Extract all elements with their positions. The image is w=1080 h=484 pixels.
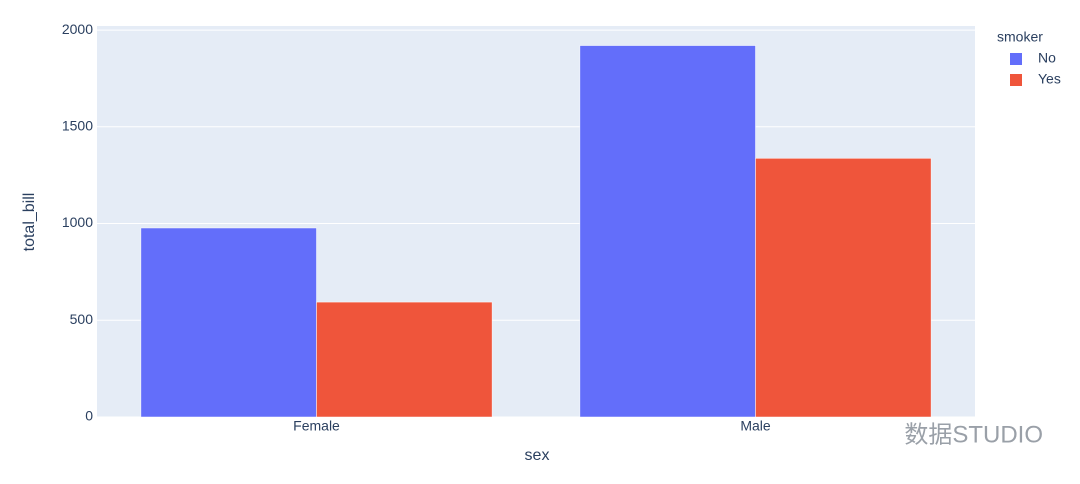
bar: [316, 301, 493, 418]
y-tick-label: 1500: [62, 118, 93, 134]
bar: [140, 227, 317, 418]
y-tick-label: 500: [70, 311, 94, 327]
x-tick-label: Male: [740, 418, 771, 434]
y-tick-label: 0: [85, 408, 93, 424]
watermark: 数据STUDIO: [904, 421, 1043, 448]
y-tick-label: 2000: [62, 21, 93, 37]
x-tick-label: Female: [293, 418, 340, 434]
y-axis-title: total_bill: [21, 193, 38, 252]
y-tick-label: 1000: [62, 214, 93, 230]
legend-label: No: [1038, 50, 1056, 66]
bar: [579, 45, 756, 418]
legend-title: smoker: [997, 29, 1043, 45]
x-axis-title: sex: [525, 447, 550, 464]
legend-swatch: [1010, 53, 1022, 65]
bar: [755, 158, 932, 418]
legend-label: Yes: [1038, 71, 1061, 87]
legend-swatch: [1010, 74, 1022, 86]
